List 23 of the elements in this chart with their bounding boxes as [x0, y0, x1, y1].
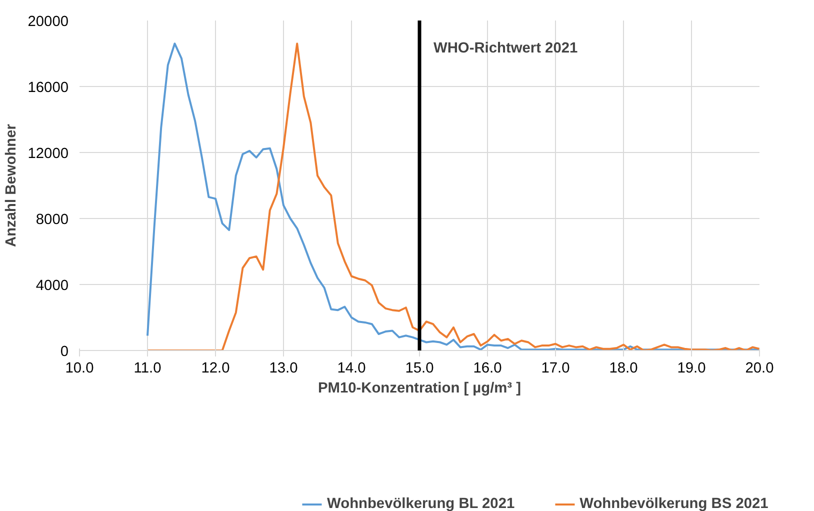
- x-tick-label: 11.0: [134, 360, 162, 376]
- y-tick-label: 8000: [36, 212, 69, 228]
- line-series: [146, 42, 760, 350]
- y-tick-label: 16000: [28, 80, 69, 96]
- legend-label: Wohnbevölkerung BL 2021: [327, 496, 515, 511]
- x-tick-label: 17.0: [541, 360, 570, 376]
- y-tick-label: 20000: [28, 14, 69, 30]
- legend-label: Wohnbevölkerung BS 2021: [580, 496, 768, 511]
- y-axis-title: Anzahl Bewohner: [4, 124, 20, 247]
- y-tick-label: 4000: [36, 278, 69, 294]
- x-tick-label: 14.0: [337, 360, 366, 376]
- y-tick-label: 12000: [28, 146, 69, 162]
- y-tick-label: 0: [60, 344, 69, 360]
- x-tick-label: 20.0: [745, 360, 774, 376]
- x-axis-title: PM10-Konzentration [ µg/m³ ]: [318, 380, 522, 396]
- x-tick-label: 18.0: [609, 360, 638, 376]
- x-tick-label: 10.0: [65, 360, 94, 376]
- x-tick-label: 15.0: [405, 360, 434, 376]
- x-tick-label: 19.0: [677, 360, 706, 376]
- ref-line-label: WHO-Richtwert 2021: [434, 40, 578, 56]
- x-tick-label: 13.0: [269, 360, 298, 376]
- x-tick-label: 12.0: [201, 360, 230, 376]
- x-tick-label: 16.0: [473, 360, 502, 376]
